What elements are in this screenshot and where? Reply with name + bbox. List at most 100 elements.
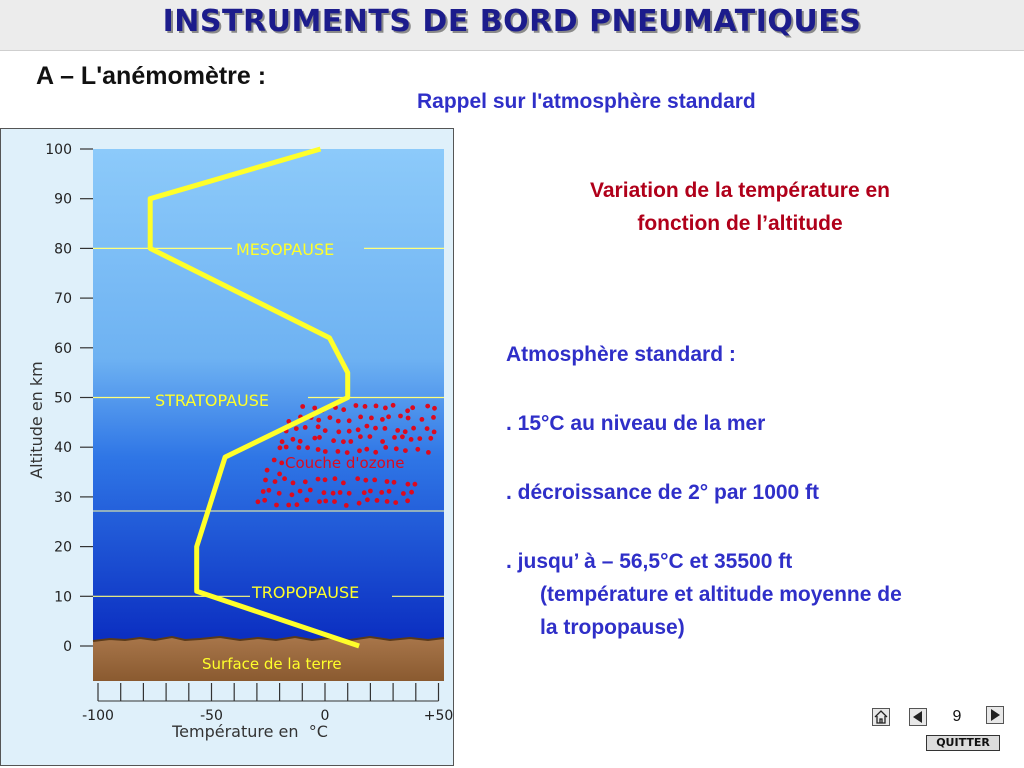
info-block: Atmosphère standard : . 15°C au niveau d… <box>506 338 1006 644</box>
ozone-dot <box>262 497 268 503</box>
ozone-dot <box>305 445 310 451</box>
ozone-dot <box>401 491 406 496</box>
ozone-dot <box>358 414 363 420</box>
y-tick-label: 40 <box>54 440 72 456</box>
ozone-dot <box>337 490 343 495</box>
ozone-layer-dots <box>255 402 437 508</box>
surface-label: Surface de la terre <box>202 655 342 673</box>
ozone-dot <box>316 417 322 423</box>
y-tick-label: 20 <box>54 540 72 556</box>
ozone-dot <box>341 439 346 445</box>
y-tick-label: 70 <box>54 291 72 307</box>
info-line-3: . jusqu’ à – 56,5°C et 35500 ft <box>506 550 793 573</box>
ozone-dot <box>266 487 272 493</box>
info-line-5: la tropopause) <box>540 616 685 639</box>
ozone-dot <box>346 428 352 434</box>
ozone-dot <box>344 450 350 455</box>
ozone-dot <box>432 405 437 411</box>
ozone-dot <box>384 479 390 484</box>
ozone-dot <box>405 498 410 504</box>
x-tick-label: -50 <box>200 708 223 724</box>
ozone-dot <box>431 429 437 435</box>
ozone-dot <box>264 467 270 473</box>
ozone-dot <box>380 439 385 444</box>
ozone-dot <box>383 405 388 411</box>
ozone-dot <box>386 414 391 420</box>
ozone-label: Couche d'ozone <box>285 454 405 472</box>
ozone-dot <box>322 477 328 483</box>
ozone-dot <box>415 446 421 452</box>
ozone-dot <box>302 425 308 430</box>
ozone-dot <box>276 490 282 496</box>
ozone-dot <box>395 428 401 433</box>
ozone-dot <box>425 403 431 409</box>
ozone-dot <box>327 415 333 420</box>
ozone-dot <box>368 488 373 494</box>
ozone-dot <box>335 418 341 424</box>
y-tick-label: 60 <box>54 341 72 357</box>
y-tick-label: 0 <box>63 639 72 655</box>
ozone-dot <box>332 476 338 482</box>
ozone-dot <box>426 450 431 455</box>
ozone-dot <box>374 498 380 503</box>
info-line-4: (température et altitude moyenne de <box>540 583 902 606</box>
caption-line-2: fonction de l’altitude <box>637 212 843 235</box>
ozone-dot <box>403 448 408 453</box>
subtitle: Rappel sur l'atmosphère standard <box>417 90 756 113</box>
ozone-dot <box>293 426 299 431</box>
previous-button[interactable] <box>909 708 927 726</box>
x-axis: -100 -50 0 +50 <box>82 683 453 724</box>
ozone-dot <box>322 428 328 433</box>
ozone-dot <box>302 479 308 485</box>
info-line-1: . 15°C au niveau de la mer <box>506 412 766 435</box>
ozone-dot <box>386 488 392 494</box>
ozone-dot <box>410 405 416 411</box>
ozone-dot <box>355 476 361 482</box>
caption-line-1: Variation de la température en <box>590 179 890 202</box>
ozone-dot <box>341 480 346 486</box>
ozone-dot <box>260 489 266 494</box>
y-tick-label: 50 <box>54 391 72 407</box>
page-number: 9 <box>952 708 962 725</box>
ozone-dot <box>398 413 403 419</box>
ozone-dot <box>392 435 397 440</box>
quit-button[interactable]: QUITTER <box>926 735 1000 751</box>
next-button[interactable] <box>986 706 1004 724</box>
ozone-dot <box>279 460 285 466</box>
ozone-dot <box>380 417 385 422</box>
ozone-dot <box>408 437 414 442</box>
ozone-dot <box>294 502 300 508</box>
ozone-dot <box>315 424 321 430</box>
ozone-dot <box>286 419 292 424</box>
pause-lines <box>93 247 444 597</box>
home-icon <box>874 710 888 724</box>
ozone-dot <box>369 415 374 421</box>
ozone-dot <box>283 444 289 450</box>
ozone-dot <box>400 434 405 440</box>
ozone-dot <box>424 426 430 431</box>
stratopause-label: STRATOPAUSE <box>155 391 269 410</box>
ozone-dot <box>290 436 296 442</box>
ozone-dot <box>431 415 436 420</box>
ozone-dot <box>263 477 268 483</box>
ozone-dot <box>255 499 261 505</box>
ozone-dot <box>341 407 347 413</box>
ozone-dot <box>348 439 354 444</box>
ozone-dot <box>365 497 370 503</box>
ozone-dot <box>322 449 328 454</box>
x-tick-label: -100 <box>82 708 114 724</box>
ozone-dot <box>317 499 322 504</box>
info-heading: Atmosphère standard : <box>506 343 736 366</box>
ozone-dot <box>346 490 352 496</box>
ozone-dot <box>336 429 342 435</box>
home-button[interactable] <box>872 708 890 726</box>
ozone-dot <box>290 480 296 486</box>
ozone-dot <box>364 446 370 452</box>
ozone-dot <box>312 405 318 411</box>
ozone-dot <box>405 481 411 487</box>
info-line-2: . décroissance de 2° par 1000 ft <box>506 481 820 504</box>
ozone-dot <box>419 417 425 422</box>
ozone-dot <box>296 445 302 450</box>
ozone-dot <box>363 477 369 483</box>
y-tick-label: 80 <box>54 241 72 257</box>
